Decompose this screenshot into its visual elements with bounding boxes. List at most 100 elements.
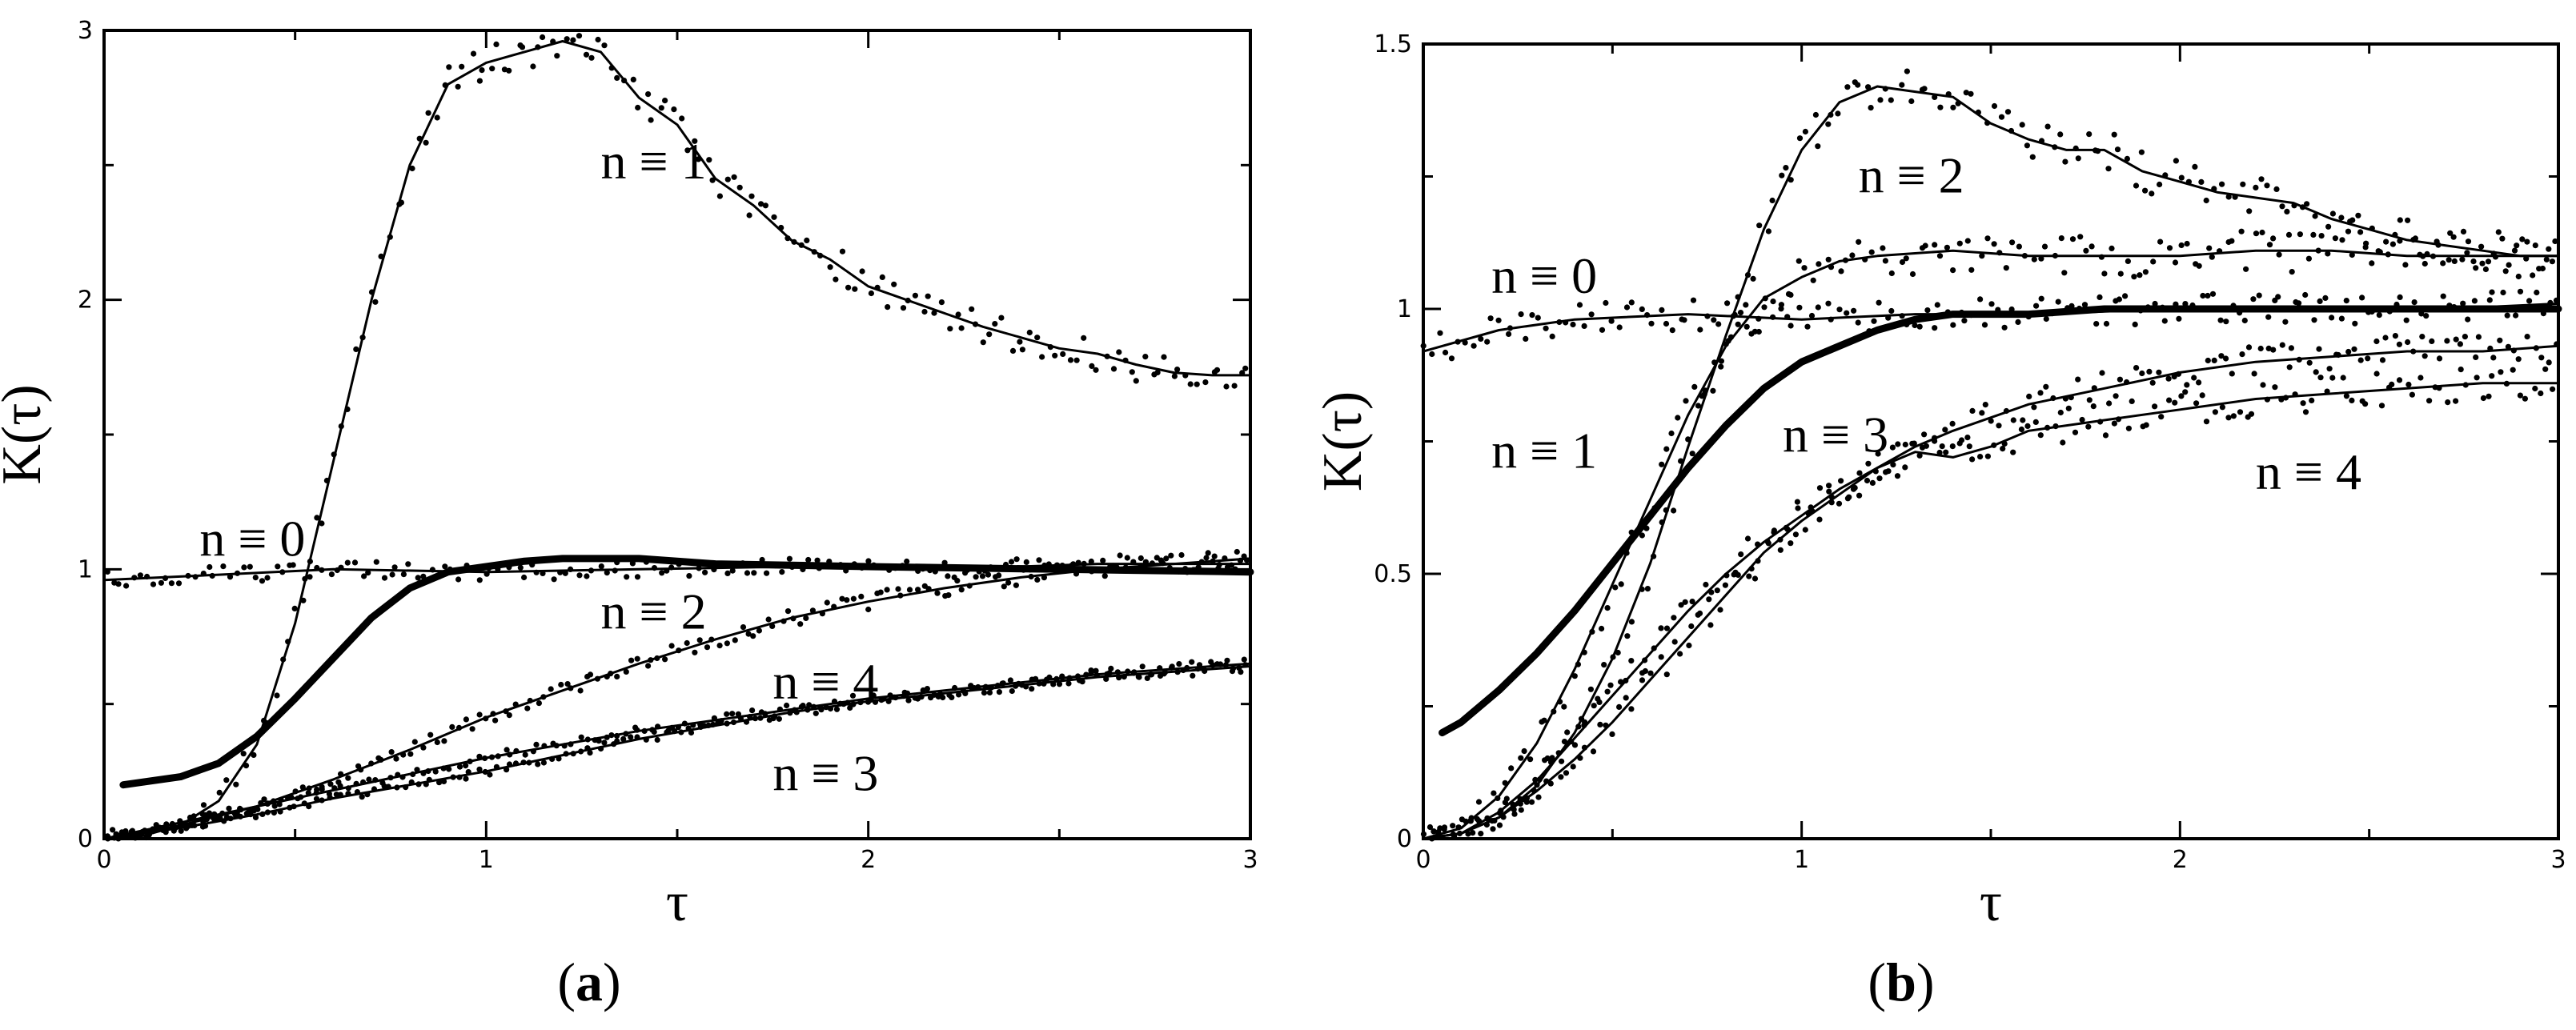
data-point: [790, 615, 796, 622]
data-point: [2502, 268, 2509, 275]
data-point: [676, 647, 682, 654]
data-point: [1215, 565, 1222, 571]
data-point: [1678, 458, 1684, 464]
data-point: [2532, 242, 2538, 249]
data-point: [530, 748, 537, 755]
data-point: [1681, 317, 1687, 323]
data-point: [2325, 250, 2331, 257]
data-point: [2246, 208, 2253, 214]
data-point: [2113, 393, 2119, 399]
data-point: [1671, 507, 1677, 514]
data-point: [1956, 240, 1963, 246]
data-point: [2473, 265, 2479, 271]
data-point: [440, 765, 447, 771]
data-point: [288, 794, 295, 801]
data-point: [1484, 339, 1491, 345]
data-point: [1810, 277, 1816, 283]
data-point: [2209, 254, 2215, 260]
data-point: [904, 558, 910, 565]
data-point: [1779, 172, 1785, 178]
data-point: [2099, 370, 2105, 376]
data-point: [2517, 392, 2523, 399]
data-point: [1496, 822, 1503, 828]
data-point: [996, 689, 1002, 695]
data-point: [1750, 275, 1756, 282]
data-point: [1093, 667, 1099, 674]
data-point: [414, 767, 420, 773]
data-point: [175, 580, 183, 587]
data-point: [1876, 475, 1883, 482]
data-point: [271, 803, 278, 809]
data-point: [2457, 341, 2463, 347]
data-point: [2217, 248, 2223, 254]
data-point: [999, 680, 1005, 687]
data-point: [285, 639, 291, 645]
data-point: [1648, 320, 1655, 327]
data-point: [2440, 260, 2446, 267]
data-point: [2146, 368, 2153, 375]
data-point: [440, 778, 447, 785]
data-point: [2162, 172, 2169, 178]
data-point: [912, 292, 918, 299]
data-point: [1169, 663, 1175, 670]
data-point: [1932, 242, 1938, 248]
data-point: [2343, 393, 2349, 399]
data-point: [216, 789, 223, 796]
data-point: [1669, 327, 1675, 334]
data-point: [772, 713, 778, 719]
series-n-eq-1: [102, 33, 1252, 841]
data-point: [1644, 586, 1651, 592]
data-point: [865, 558, 872, 564]
data-point: [2397, 238, 2403, 244]
data-point: [685, 725, 692, 731]
data-point: [2010, 449, 2016, 455]
data-point: [407, 751, 414, 757]
data-point: [1996, 250, 2003, 256]
data-point: [1475, 799, 1483, 805]
data-point: [681, 720, 688, 727]
data-point: [1850, 486, 1857, 492]
data-point: [2270, 347, 2277, 353]
data-point: [695, 156, 702, 162]
data-point: [2237, 409, 2244, 415]
data-point: [420, 744, 427, 751]
data-point: [2389, 241, 2396, 247]
data-point: [1695, 611, 1701, 618]
data-point: [366, 776, 372, 783]
data-point: [1542, 757, 1548, 763]
data-point: [1895, 441, 1901, 447]
data-point: [1502, 800, 1508, 806]
data-point: [2426, 398, 2433, 404]
x-axis-label: τ: [666, 872, 688, 933]
data-point: [387, 234, 393, 240]
data-point: [819, 611, 825, 617]
data-point: [757, 715, 764, 721]
data-point: [482, 755, 488, 762]
data-point: [530, 63, 536, 70]
data-point: [1448, 355, 1455, 362]
data-point: [1903, 255, 1909, 262]
data-point: [2291, 202, 2297, 209]
data-point: [598, 745, 604, 752]
data-point: [264, 575, 271, 581]
data-point: [1506, 331, 1512, 337]
data-point: [1932, 325, 1938, 331]
data-point: [299, 784, 306, 791]
data-point: [2052, 423, 2059, 430]
data-point: [2453, 398, 2459, 404]
data-point: [2465, 238, 2472, 245]
data-point: [378, 253, 384, 259]
data-point: [1180, 667, 1186, 674]
data-point: [192, 574, 199, 580]
data-point: [1116, 349, 1122, 355]
data-point: [1178, 551, 1185, 559]
data-point: [1808, 312, 1816, 319]
data-point: [2061, 270, 2068, 276]
data-point: [2343, 298, 2349, 304]
data-point: [554, 53, 560, 59]
data-point: [706, 157, 712, 163]
data-point: [1131, 669, 1138, 675]
data-point: [1916, 452, 1923, 459]
data-point: [895, 586, 901, 592]
data-point: [2515, 273, 2522, 280]
